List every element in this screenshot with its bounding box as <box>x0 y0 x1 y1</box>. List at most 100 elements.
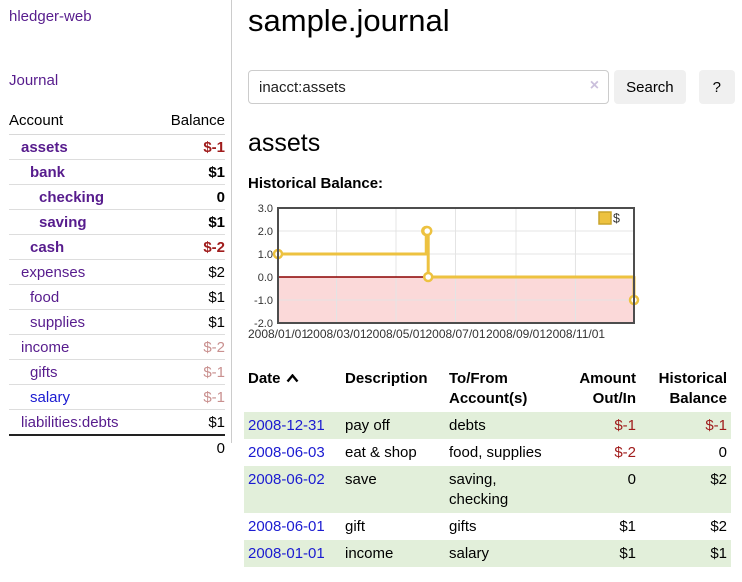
account-balance: $2 <box>117 259 225 285</box>
description-cell: gift <box>345 517 366 535</box>
date-cell: 2008-06-02 <box>244 466 341 513</box>
register-table-body: 2008-12-31 pay off debts $-1 $-1 2008-06-03 ea… <box>244 412 731 567</box>
account-balance: $1 <box>117 309 225 335</box>
account-link[interactable]: income <box>21 338 70 356</box>
account-row: liabilities:debts $1 <box>9 409 225 436</box>
account-link[interactable]: expenses <box>21 263 86 281</box>
transaction-date-link[interactable]: 2008-06-03 <box>248 443 325 461</box>
account-link[interactable]: cash <box>30 238 65 256</box>
accounts-total-value: 0 <box>117 434 225 460</box>
data-point-marker[interactable] <box>421 225 433 237</box>
transaction-date-link[interactable]: 2008-06-02 <box>248 470 325 488</box>
accounts-cell: salary <box>449 544 490 562</box>
amount-cell: $-1 <box>614 416 636 434</box>
account-row: saving $1 <box>9 209 225 235</box>
y-tick-label: -1.0 <box>254 295 273 307</box>
description-cell: income <box>345 544 394 562</box>
account-row: assets $-1 <box>9 134 225 160</box>
search-button[interactable]: Search <box>614 70 686 104</box>
page-title: sample.journal <box>248 3 450 38</box>
transaction-date-link[interactable]: 2008-06-01 <box>248 517 325 535</box>
register-header-row: Date Description To/From Account(s) Amou… <box>244 365 731 412</box>
plot-border <box>277 207 635 324</box>
description-cell: pay off <box>345 416 390 434</box>
account-balance: $-1 <box>117 384 225 410</box>
search-form: × Search ? <box>248 70 735 104</box>
account-balance: $-2 <box>117 334 225 360</box>
transaction-row: 2008-01-01 income salary $1 $1 <box>244 540 731 567</box>
main-content: sample.journal × Search ? assets Histori… <box>244 0 735 567</box>
amount-cell: $1 <box>619 517 636 535</box>
data-point-marker[interactable] <box>422 271 434 283</box>
account-link[interactable]: food <box>30 288 60 306</box>
account-link[interactable]: salary <box>30 388 71 406</box>
balance-cell: $2 <box>710 517 727 535</box>
help-button[interactable]: ? <box>698 70 735 104</box>
account-row: bank $1 <box>9 159 225 185</box>
account-row: income $-2 <box>9 334 225 360</box>
account-link[interactable]: checking <box>39 188 105 206</box>
account-balance: $-1 <box>117 359 225 385</box>
balance-cell: 0 <box>718 443 727 461</box>
y-tick-label: 2.0 <box>258 226 273 238</box>
accounts-table-body: assets $-1 bank $1 checking 0 saving $1 cash $-2 e… <box>9 134 225 436</box>
account-row: cash $-2 <box>9 234 225 260</box>
brand-link[interactable]: hledger-web <box>9 8 92 25</box>
transaction-date-link[interactable]: 2008-12-31 <box>248 416 325 434</box>
account-row: salary $-1 <box>9 384 225 410</box>
date-header-label: Date <box>248 370 281 387</box>
account-balance: $-2 <box>117 234 225 260</box>
description-cell: eat & shop <box>345 443 417 461</box>
sort-asc-icon <box>286 373 298 383</box>
register-table: Date Description To/From Account(s) Amou… <box>244 365 731 567</box>
transaction-date-link[interactable]: 2008-01-01 <box>248 544 325 562</box>
account-link[interactable]: bank <box>30 163 66 181</box>
account-row: food $1 <box>9 284 225 310</box>
accounts-table: Account Balance assets $-1 bank $1 checking 0… <box>9 110 225 460</box>
register-header-amount: Amount Out/In <box>579 370 636 407</box>
search-field-wrap: × <box>248 70 610 104</box>
app-brand: hledger-web <box>9 8 231 25</box>
account-balance: $1 <box>117 209 225 235</box>
account-link[interactable]: liabilities:debts <box>21 413 119 431</box>
account-link[interactable]: gifts <box>30 363 58 381</box>
accounts-cell: saving, checking <box>449 470 509 508</box>
x-tick-label: 2008/05/01 <box>366 327 426 341</box>
account-balance: 0 <box>117 184 225 210</box>
balance-cell: $2 <box>710 470 727 488</box>
account-link[interactable]: assets <box>21 138 68 156</box>
register-header-date[interactable]: Date <box>244 365 341 412</box>
balance-chart[interactable]: 3.0 2.0 1.0 0.0 -1.0 -2.02008/01/012008/03/01… <box>248 201 700 343</box>
account-row: gifts $-1 <box>9 359 225 385</box>
transaction-row: 2008-06-02 save saving, checking 0 $2 <box>244 466 731 513</box>
account-link[interactable]: supplies <box>30 313 86 331</box>
account-heading: assets <box>248 129 321 157</box>
y-tick-label: 0.0 <box>258 272 273 284</box>
clear-search-icon[interactable]: × <box>589 77 600 94</box>
y-tick-label: -2.0 <box>254 318 273 330</box>
register-header-accounts: To/From Account(s) <box>449 370 528 407</box>
register-header-description: Description <box>345 370 428 387</box>
amount-cell: 0 <box>627 470 636 488</box>
y-tick-label: 3.0 <box>258 203 273 215</box>
amount-cell: $1 <box>619 544 636 562</box>
search-input[interactable] <box>248 70 610 104</box>
account-balance: $-1 <box>117 134 225 160</box>
chart-title: Historical Balance: <box>248 175 384 192</box>
account-balance: $1 <box>117 409 225 436</box>
x-tick-label: 2008/07/01 <box>425 327 485 341</box>
sidebar-item-journal[interactable]: Journal <box>9 72 59 89</box>
amount-cell: $-2 <box>614 443 636 461</box>
accounts-cell: food, supplies <box>449 443 542 461</box>
x-tick-label: 2008/01/01 <box>248 327 308 341</box>
accounts-total-row: 0 <box>9 434 225 460</box>
account-balance: $1 <box>117 284 225 310</box>
transaction-row: 2008-06-03 eat & shop food, supplies $-2 0 <box>244 439 731 466</box>
sidebar-nav: Journal <box>9 72 231 89</box>
accounts-header-account: Account <box>9 110 117 135</box>
account-link[interactable]: saving <box>39 213 87 231</box>
x-tick-label: 2008/09/01 <box>486 327 546 341</box>
legend-label: $ <box>613 212 620 226</box>
account-row: expenses $2 <box>9 259 225 285</box>
balance-cell: $1 <box>710 544 727 562</box>
